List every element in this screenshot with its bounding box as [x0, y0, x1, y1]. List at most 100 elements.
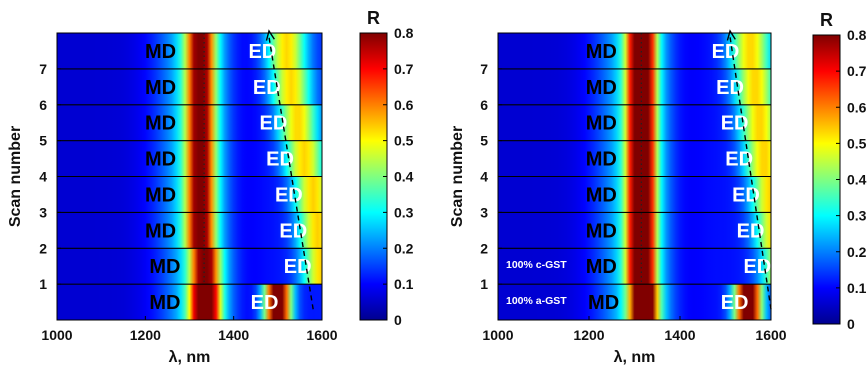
md-label: MD [145, 41, 176, 63]
ed-label: ED [721, 113, 749, 135]
ed-label: ED [251, 292, 279, 314]
colorbar-tick-label: 0.1 [394, 276, 414, 292]
y-tick-label: 6 [480, 97, 488, 113]
scan-row-3 [497, 211, 772, 249]
colorbar-tick-label: 0.4 [847, 172, 867, 188]
colorbar [359, 32, 388, 321]
x-tick-label: 1000 [41, 327, 72, 343]
colorbar-title: R [820, 10, 833, 30]
md-label: MD [588, 292, 619, 314]
colorbar-tick-label: 0.5 [394, 133, 414, 149]
colorbar-tick-label: 0.8 [847, 27, 867, 43]
scan-row-7 [56, 68, 323, 106]
colorbar-tick-label: 0.3 [394, 204, 414, 220]
colorbar-tick-label: 0.6 [394, 97, 414, 113]
colorbar-tick-label: 0 [394, 312, 402, 328]
md-label: MD [149, 256, 180, 278]
ed-label: ED [737, 220, 765, 242]
md-label: MD [586, 149, 617, 171]
state-note: 100% c-GST [506, 259, 567, 271]
x-tick-label: 1400 [218, 327, 249, 343]
y-tick-label: 5 [480, 133, 488, 149]
y-tick-label: 7 [480, 61, 488, 77]
md-label: MD [586, 184, 617, 206]
ed-trend-arrow [729, 36, 772, 310]
colorbar [812, 34, 841, 325]
y-tick-label: 5 [39, 133, 47, 149]
ed-trend-arrow [268, 36, 314, 310]
scan-row-2 [56, 247, 323, 285]
x-tick-label: 1200 [573, 327, 604, 343]
ed-label: ED [260, 113, 288, 135]
scan-row-3 [56, 211, 323, 249]
colorbar-tick-label: 0.5 [847, 135, 867, 151]
ed-label: ED [721, 292, 749, 314]
y-axis-title: Scan number [7, 126, 24, 227]
md-label: MD [145, 113, 176, 135]
right-panel: MD ED 100% a-GST MD ED 100% c-GST MD ED MD ED MD ED… [449, 10, 867, 366]
x-tick-label: 1600 [306, 327, 337, 343]
y-tick-label: 2 [480, 240, 488, 256]
md-label: MD [586, 256, 617, 278]
x-tick-label: 1200 [130, 327, 161, 343]
ed-label: ED [279, 220, 307, 242]
colorbar-tick-label: 0.2 [394, 240, 414, 256]
scan-row-6 [56, 104, 323, 142]
ed-label: ED [253, 77, 281, 99]
y-tick-label: 6 [39, 97, 47, 113]
y-axis-title: Scan number [449, 126, 466, 227]
scan-row-1 [56, 283, 323, 321]
md-label: MD [145, 149, 176, 171]
md-label: MD [586, 220, 617, 242]
colorbar-tick-label: 0.2 [847, 244, 867, 260]
colorbar-tick-label: 0.1 [847, 280, 867, 296]
ed-label: ED [275, 184, 303, 206]
ed-label: ED [284, 256, 312, 278]
colorbar-tick-label: 0 [847, 316, 855, 332]
ed-label: ED [712, 41, 740, 63]
scan-row-5 [497, 140, 772, 177]
x-axis-title: λ, nm [169, 349, 211, 366]
y-tick-label: 4 [480, 169, 488, 185]
y-tick-label: 2 [39, 240, 47, 256]
colorbar-tick-label: 0.7 [847, 63, 867, 79]
y-tick-label: 1 [39, 276, 47, 292]
scan-row-8 [56, 32, 323, 70]
colorbar-tick-label: 0.3 [847, 208, 867, 224]
md-label: MD [586, 77, 617, 99]
scan-row-4 [497, 176, 772, 213]
md-label: MD [586, 113, 617, 135]
state-note: 100% a-GST [506, 295, 567, 307]
ed-label: ED [732, 184, 760, 206]
scan-row-6 [497, 104, 772, 142]
y-tick-label: 1 [480, 276, 488, 292]
scan-row-7 [497, 68, 772, 106]
colorbar-tick-label: 0.6 [847, 99, 867, 115]
colorbar-tick-label: 0.7 [394, 61, 414, 77]
y-tick-label: 3 [39, 204, 47, 220]
md-label: MD [145, 184, 176, 206]
colorbar-tick-label: 0.4 [394, 169, 414, 185]
md-label: MD [145, 77, 176, 99]
colorbar-title: R [367, 8, 380, 28]
x-tick-label: 1000 [482, 327, 513, 343]
ed-label: ED [725, 149, 753, 171]
y-tick-label: 4 [39, 169, 47, 185]
ed-label: ED [266, 149, 294, 171]
colorbar-tick-label: 0.8 [394, 25, 414, 41]
y-tick-label: 3 [480, 204, 488, 220]
x-tick-label: 1600 [755, 327, 786, 343]
x-tick-label: 1400 [664, 327, 695, 343]
ed-label: ED [743, 256, 771, 278]
md-label: MD [586, 41, 617, 63]
scan-row-4 [56, 176, 323, 213]
md-label: MD [145, 220, 176, 242]
x-axis-title: λ, nm [614, 349, 656, 366]
ed-label: ED [248, 41, 276, 63]
arrow-head-icon [726, 29, 736, 41]
md-label: MD [149, 292, 180, 314]
ed-label: ED [716, 77, 744, 99]
arrow-head-icon [265, 29, 275, 41]
